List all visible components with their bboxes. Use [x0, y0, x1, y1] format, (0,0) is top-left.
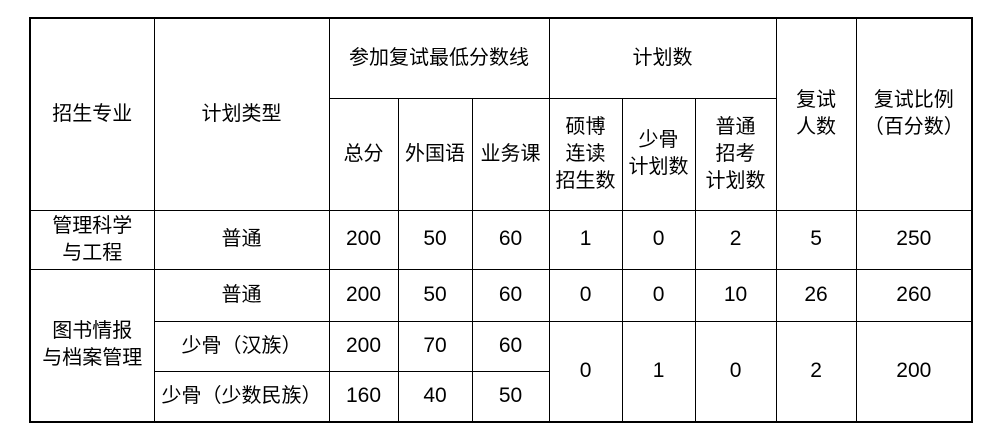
cell-row4-foreign: 40 — [397, 370, 473, 423]
cell-row1-minority: 0 — [621, 209, 696, 270]
cell-row1-plan-type: 普通 — [153, 209, 330, 270]
cell-row1-general: 2 — [694, 209, 777, 270]
cell-row4-total: 160 — [328, 370, 399, 423]
header-interview-count: 复试 人数 — [775, 17, 857, 211]
cell-merged-ratio: 200 — [855, 320, 973, 423]
cell-merged-mscphd: 0 — [548, 320, 623, 423]
table-row-library-general: 图书情报 与档案管理 普通 200 50 60 0 0 10 26 260 — [29, 268, 973, 423]
header-min-score-group: 参加复试最低分数线 — [328, 17, 550, 99]
cell-row3-total: 200 — [328, 320, 399, 372]
cell-row1-total: 200 — [328, 209, 399, 270]
header-row-groups: 招生专业 计划类型 参加复试最低分数线 计划数 复试 人数 复试比例 （百分数） — [29, 17, 973, 211]
cell-row4-plan-type: 少骨（少数民族） — [153, 370, 330, 423]
header-general-plan-count: 普通 招考 计划数 — [694, 97, 777, 211]
cell-row1-ratio: 250 — [855, 209, 973, 270]
cell-row2-plan-type: 普通 — [153, 268, 330, 322]
cell-row2-total: 200 — [328, 268, 399, 322]
cell-row2-foreign: 50 — [397, 268, 473, 322]
header-minority-plan-count: 少骨 计划数 — [621, 97, 696, 211]
header-interview-ratio: 复试比例 （百分数） — [855, 17, 973, 211]
cell-row2-mscphd: 0 — [548, 268, 623, 322]
cell-row1-mscphd: 1 — [548, 209, 623, 270]
admissions-table: 招生专业 计划类型 参加复试最低分数线 计划数 复试 人数 复试比例 （百分数）… — [29, 17, 974, 423]
header-enroll-major: 招生专业 — [29, 17, 155, 211]
cell-row1-course: 60 — [471, 209, 550, 270]
header-plan-type: 计划类型 — [153, 17, 330, 211]
header-professional-course: 业务课 — [471, 97, 550, 211]
table-row-library-minority-han: 少骨（汉族） 200 70 60 0 1 0 2 200 — [30, 320, 973, 423]
header-mscphd-count: 硕博 连读 招生数 — [548, 97, 623, 211]
cell-merged-minority: 1 — [621, 320, 696, 423]
cell-row1-major: 管理科学 与工程 — [29, 209, 155, 270]
cell-row3-plan-type: 少骨（汉族） — [153, 320, 330, 372]
header-plan-count-group: 计划数 — [548, 17, 777, 99]
cell-row2-course: 60 — [471, 268, 550, 322]
cell-row2-minority: 0 — [621, 268, 696, 322]
cell-row3-foreign: 70 — [397, 320, 473, 372]
cell-row1-interview: 5 — [775, 209, 857, 270]
table-row-management-science: 管理科学 与工程 普通 200 50 60 1 0 2 5 250 — [29, 209, 973, 270]
header-foreign-language: 外国语 — [397, 97, 473, 211]
cell-row2-major: 图书情报 与档案管理 — [29, 268, 155, 423]
cell-row2-ratio: 260 — [855, 268, 973, 322]
cell-merged-general: 0 — [694, 320, 777, 423]
cell-merged-interview: 2 — [775, 320, 857, 423]
cell-row4-course: 50 — [471, 370, 550, 423]
cell-row2-interview: 26 — [775, 268, 857, 322]
table-row-library-minority-other: 少骨（少数民族） 160 40 50 — [30, 370, 972, 423]
cell-row2-general: 10 — [694, 268, 777, 322]
header-row-subcolumns: 总分 外国语 业务课 硕博 连读 招生数 少骨 计划数 普通 招考 计划数 — [30, 97, 972, 211]
cell-row3-course: 60 — [471, 320, 550, 372]
cell-row1-foreign: 50 — [397, 209, 473, 270]
header-total-score: 总分 — [328, 97, 399, 211]
